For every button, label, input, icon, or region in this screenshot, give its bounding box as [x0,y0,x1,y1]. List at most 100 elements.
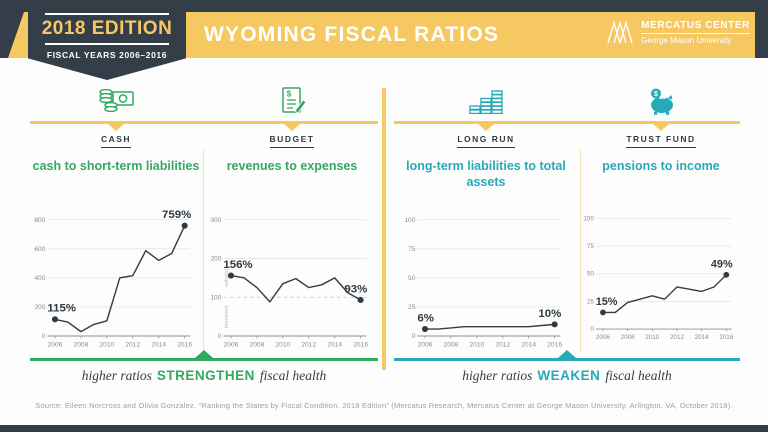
trust-fund-icon-wrap: $ [582,82,740,120]
svg-text:15%: 15% [596,296,618,308]
svg-text:$: $ [654,91,658,98]
svg-text:0: 0 [42,333,46,340]
rail-marker-budget [284,124,300,131]
chart-title-cash: cash to short-term liabilities [32,159,200,173]
chart-cash-to-short-term-liabilities: 0 200 400 600 800 2006 2008 2010 2012 2014 2016 115… [34,209,192,348]
svg-text:2014: 2014 [327,341,342,348]
caption-keyword: WEAKEN [537,368,601,383]
svg-text:0: 0 [590,326,594,333]
svg-text:50: 50 [587,271,595,278]
banner-arrow-up-green [195,350,213,358]
long-run-bills-icon [469,90,503,115]
rail-marker-cash [108,124,124,131]
section-label-trust-fund: TRUST FUND [626,134,696,148]
svg-text:200: 200 [34,304,45,311]
footer-strip [0,425,768,432]
svg-text:2016: 2016 [719,334,734,341]
center-divider [382,88,386,370]
banner-caption-strengthen: higher ratios STRENGTHEN fiscal health [30,368,378,384]
caption-prefix: higher ratios [81,368,152,383]
rail-left [30,121,378,124]
mercatus-logo-text: MERCATUS CENTER George Mason University [641,20,750,45]
piggy-bank-icon: $ [651,88,673,115]
banner-line-green [30,350,378,361]
svg-text:2010: 2010 [99,341,114,348]
svg-text:solvent: solvent [224,268,230,287]
section-label-long-run: LONG RUN [457,134,515,148]
section-cash: CASH cash to short-term liabilities 0 200… [30,82,202,353]
svg-text:800: 800 [34,217,45,224]
svg-text:2014: 2014 [521,341,536,348]
svg-text:300: 300 [210,217,221,224]
svg-text:2012: 2012 [125,341,140,348]
logo-line1: MERCATUS CENTER [641,20,750,31]
svg-text:2016: 2016 [547,341,562,348]
section-budget: $ BUDGET revenues to expenses 0 100 200 300… [206,82,378,353]
budget-icon-wrap: $ [206,82,378,120]
rail-marker-trust-fund [653,124,669,131]
caption-suffix: fiscal health [259,368,327,383]
svg-text:2006: 2006 [224,341,239,348]
svg-text:2012: 2012 [670,334,685,341]
banner-arrow-up-teal [558,350,576,358]
svg-text:115%: 115% [47,303,76,315]
svg-text:75: 75 [587,243,595,250]
fiscal-years-label: FISCAL YEARS 2006–2016 [46,50,168,60]
page-title: WYOMING FISCAL RATIOS [204,23,500,46]
svg-text:2016: 2016 [353,341,368,348]
logo-line2: George Mason University [641,36,732,45]
edition-badge: 2018 EDITION FISCAL YEARS 2006–2016 [28,0,186,80]
mercatus-logo: MERCATUS CENTER George Mason University [606,20,750,45]
svg-text:10%: 10% [538,308,561,320]
svg-text:2006: 2006 [418,341,433,348]
banner-weaken: higher ratios WEAKEN fiscal health [394,350,740,384]
svg-text:2012: 2012 [495,341,510,348]
svg-text:600: 600 [34,246,45,253]
column-divider-left [203,150,204,352]
svg-text:insolvent: insolvent [224,305,230,328]
svg-text:$: $ [287,90,292,99]
svg-text:400: 400 [34,275,45,282]
svg-text:759%: 759% [162,209,191,221]
svg-text:100: 100 [210,294,221,301]
svg-text:2016: 2016 [177,341,192,348]
svg-text:2010: 2010 [469,341,484,348]
svg-text:156%: 156% [223,259,252,271]
svg-text:2014: 2014 [695,334,710,341]
svg-text:25: 25 [408,304,416,311]
edition-title: 2018 EDITION [41,18,173,39]
caption-suffix: fiscal health [605,368,672,383]
cash-icon [99,88,134,113]
budget-document-icon: $ [282,87,307,114]
section-label-cash: CASH [100,134,132,148]
svg-text:2012: 2012 [301,341,316,348]
svg-text:93%: 93% [344,283,367,295]
cash-icon-wrap [30,82,202,120]
chart-revenues-to-expenses: 0 100 200 300 solvent insolvent 2006 2008 2010 20… [210,217,368,349]
svg-text:25: 25 [587,298,595,305]
svg-text:100: 100 [583,215,594,222]
mercatus-logo-icon [607,20,633,43]
svg-text:2010: 2010 [275,341,290,348]
svg-text:2008: 2008 [621,334,636,341]
banner-line-teal [394,350,740,361]
long-run-icon-wrap [394,82,578,120]
svg-text:2008: 2008 [250,341,265,348]
chart-title-budget: revenues to expenses [226,159,358,173]
svg-text:6%: 6% [417,312,434,324]
rail-right [394,121,740,124]
badge-rule-top [45,13,169,15]
caption-keyword: STRENGTHEN [156,368,255,383]
svg-text:2006: 2006 [48,341,63,348]
section-label-budget: BUDGET [269,134,315,148]
logo-divider [641,33,750,34]
source-citation: Source: Eileen Norcross and Olivia Gonza… [35,401,733,410]
svg-text:200: 200 [210,256,221,263]
column-divider-right [580,150,581,352]
svg-text:100: 100 [404,217,415,224]
svg-text:2008: 2008 [74,341,89,348]
banner-caption-weaken: higher ratios WEAKEN fiscal health [394,368,740,384]
chart-pensions-to-income: 0 25 50 75 100 2006 2008 2010 2012 2014 2016 15% 49% [583,215,734,341]
chart-long-term-liabilities-to-total-assets: 0 25 50 75 100 2006 2008 2010 2012 2014 2016 6% 10% [404,217,562,349]
